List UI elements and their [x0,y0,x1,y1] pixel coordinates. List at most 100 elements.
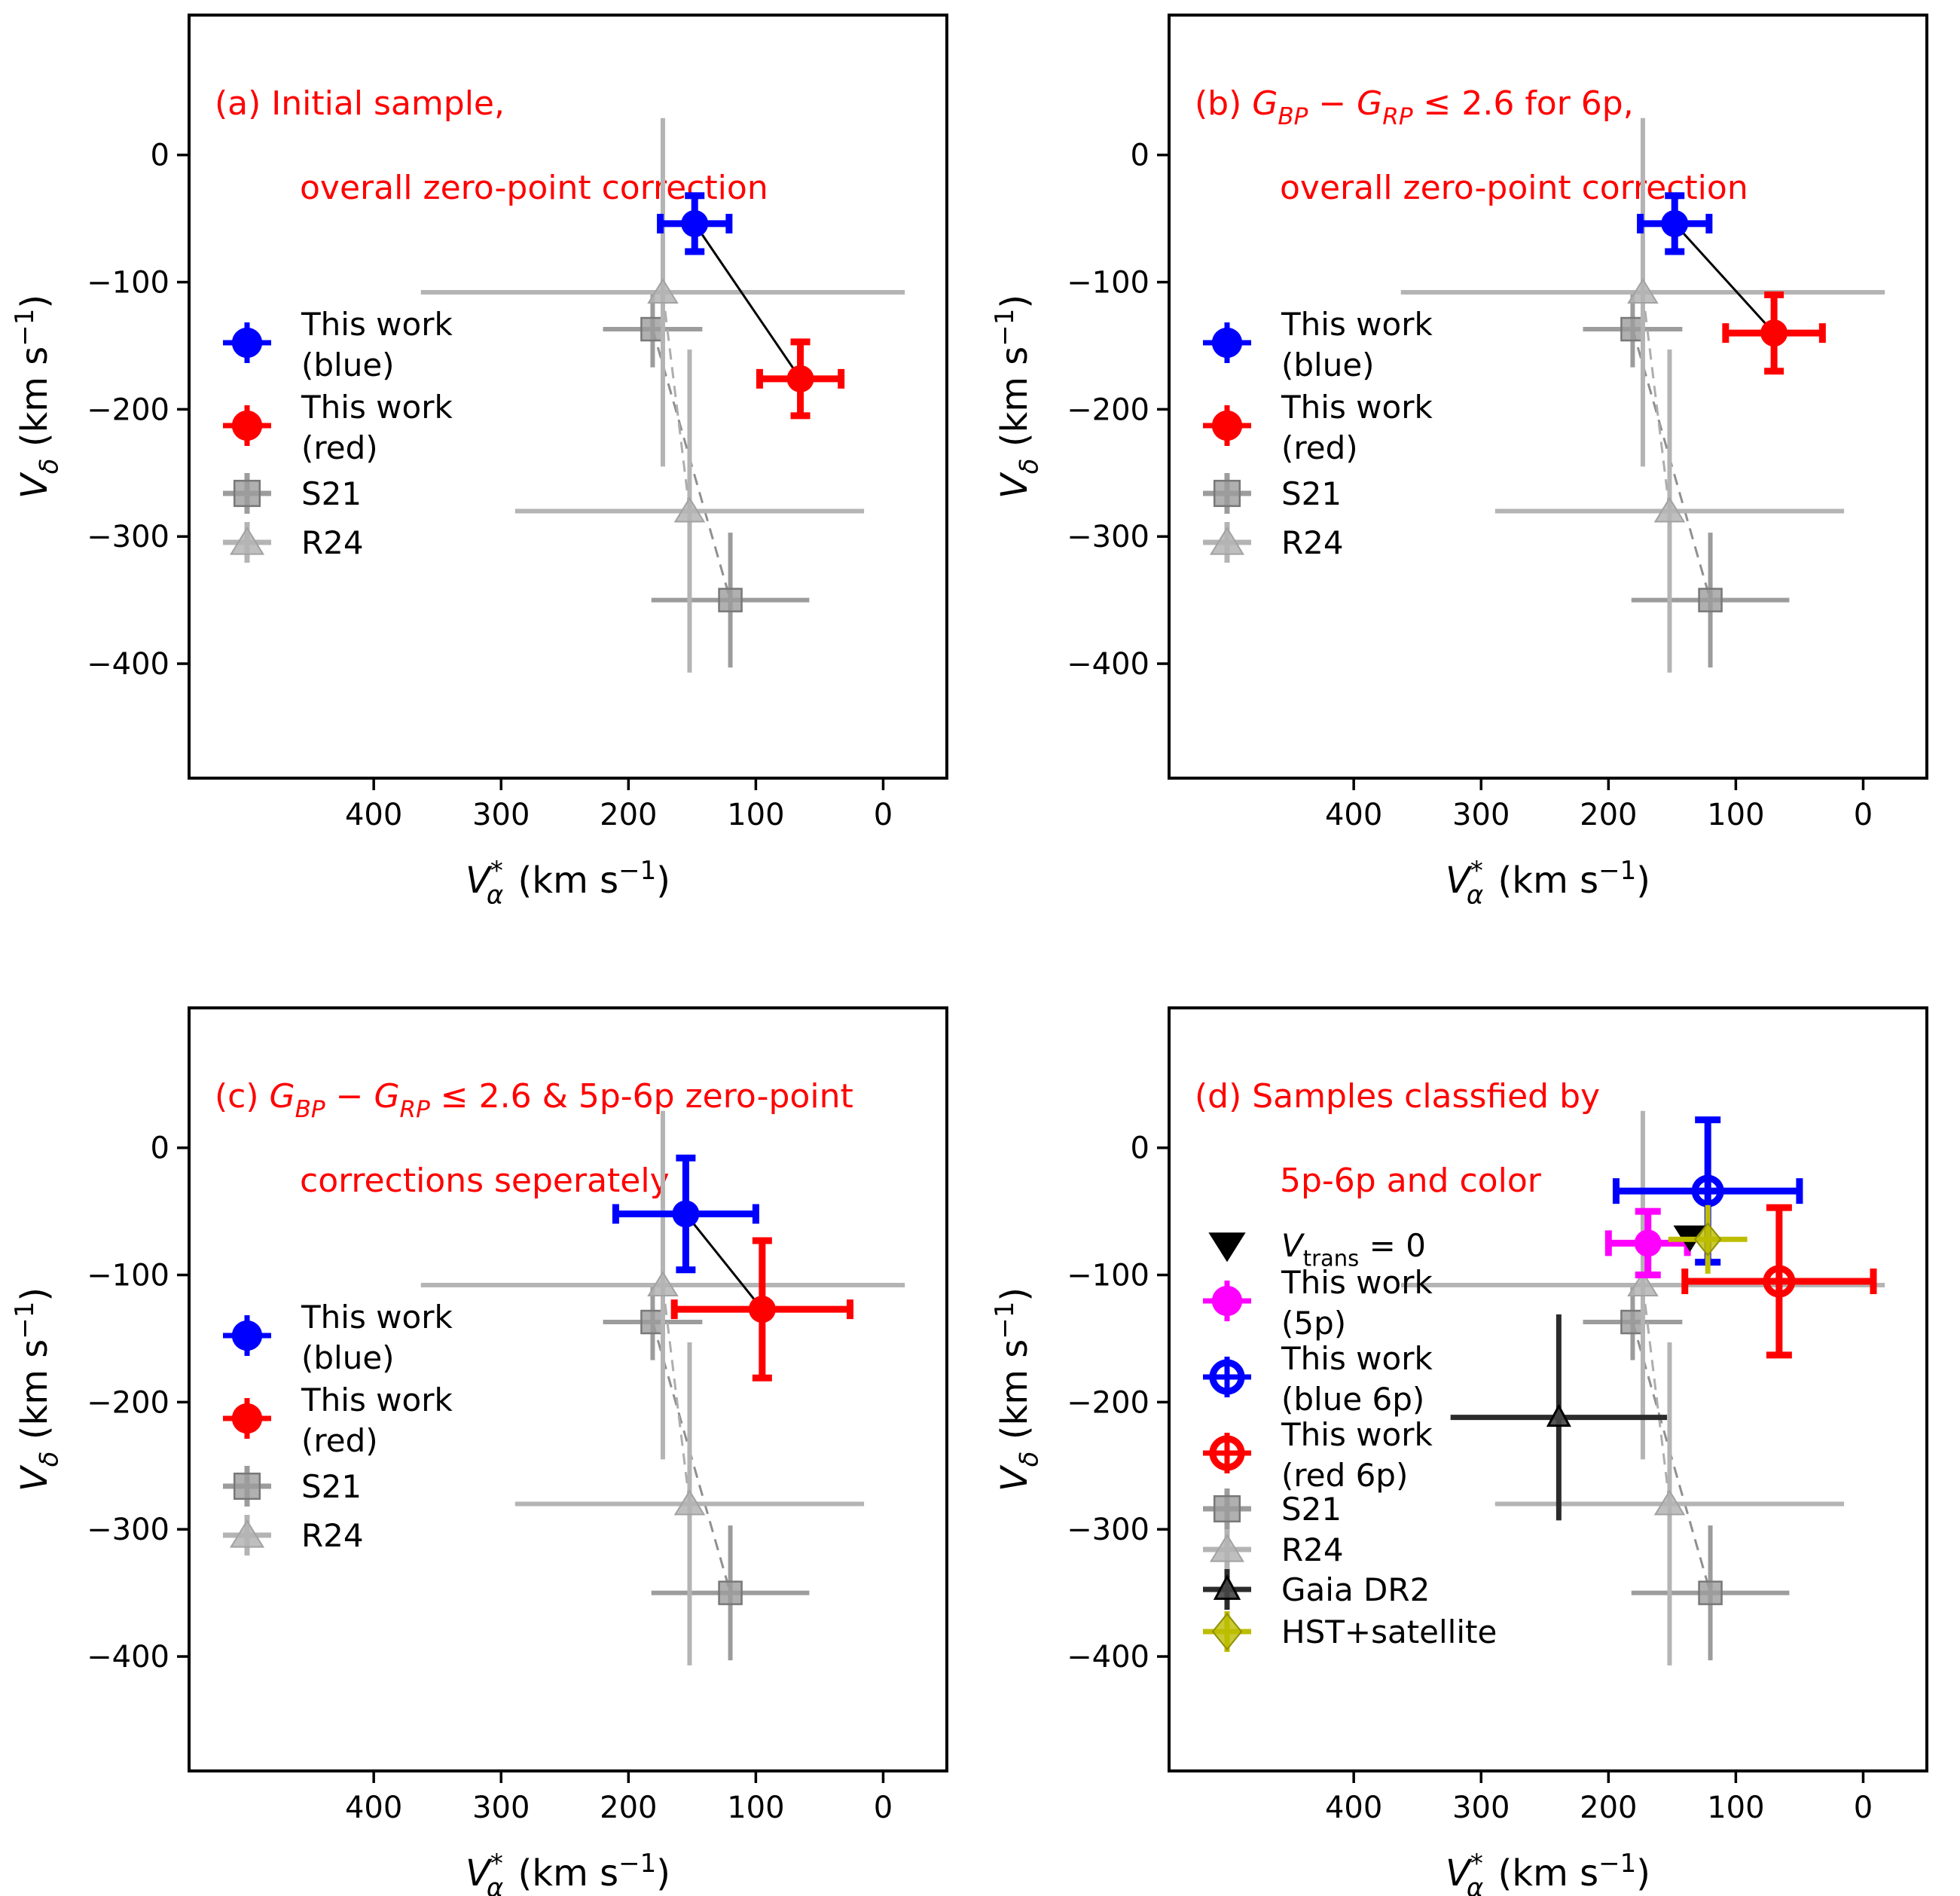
legend-label: (blue) [1281,347,1375,383]
R24-dashed-connector [1641,292,1671,511]
reference-series [1400,1110,1885,1665]
legend-marker [231,327,263,359]
x-tick-label: 100 [727,798,784,832]
legend-item-r24: R24 [223,1515,364,1556]
x-tick-label: 400 [345,1791,402,1825]
legend-item-this-work: This work (red 6p) [1203,1416,1433,1494]
x-tick-label: 400 [1325,798,1382,832]
legend-label: R24 [301,1517,364,1554]
legend-a: This work(blue)This work (red) S21 R24 [223,306,453,563]
y-tick-label: −400 [87,647,169,682]
R24-marker [1653,496,1686,523]
R24-dashed-connector [661,292,691,511]
legend-label: S21 [301,1468,362,1505]
x-tick-label: 100 [727,1791,784,1825]
panel-title-line1: (b) GBP − GRP ≤ 2.6 for 6p, [1195,84,1634,130]
legend-marker [1213,479,1241,508]
y-tick-label: −100 [87,266,169,301]
y-axis-label: Vδ (km s−1) [10,295,65,499]
point-this-work-blue- [1661,209,1689,237]
legend-label: S21 [1281,475,1342,512]
legend-marker [1209,1534,1245,1562]
plot-box [188,1006,948,1772]
legend-marker [233,1472,261,1501]
panel-title-line1: (d) Samples classfied by [1195,1077,1600,1116]
panel-title-a: (a) Initial sample, overall zero-point co… [215,84,768,207]
x-tick-label: 0 [1854,1791,1873,1825]
y-tick-label: 0 [1131,1131,1149,1166]
legend-label: This work [1281,389,1433,426]
y-tick-label: −100 [1067,1259,1149,1293]
S21-marker [1698,588,1723,612]
S21-marker [718,588,743,612]
panel-b: 400 300 200 100 0 0 −100 −200 −300 −400 V* α (km s−… [990,14,1928,910]
y-tick-label: −200 [1067,392,1149,427]
point-this-work-blue- [672,1200,700,1228]
S21-marker [640,316,665,342]
legend-marker [1211,327,1243,359]
legend-label: Vtrans = 0 [1281,1227,1426,1272]
x-tick-label: 300 [472,798,530,832]
legend-item-this-work: This work(red) [1203,389,1433,466]
legend-marker [1213,1574,1241,1600]
legend-item-this-work: This work (5p) [1203,1264,1433,1342]
legend-label: (red) [1281,429,1358,466]
axes-c: 400 300 200 100 0 0 −100 −200 −300 −400 V* α (km s−… [10,1006,948,1896]
legend-marker [1209,1435,1245,1471]
y-tick-label: 0 [1131,139,1149,173]
y-tick-label: −300 [1067,520,1149,554]
point-this-work-blue- [681,209,709,237]
legend-label: This work [301,306,453,343]
y-tick-label: −300 [87,520,169,554]
legend-label: This work [1281,1340,1433,1377]
R24-marker [1627,278,1659,304]
legend-item-this-work: This work (blue 6p) [1203,1340,1433,1418]
legend-label: (5p) [1281,1305,1346,1342]
legend-item-r24: R24 [1203,1529,1344,1570]
point-this-work-red- [748,1296,776,1324]
point-this-work-red- [1760,319,1788,347]
x-tick-label: 200 [600,1791,657,1825]
legend-marker [1211,410,1243,441]
legend-label: R24 [301,524,364,561]
S21-marker [1698,1580,1723,1605]
errorbars-This work (red 6p) [1681,1204,1877,1359]
legend-item-this-work: This work(blue) [223,306,453,383]
legend-item-gaia-dr2: Gaia DR2 [1203,1569,1430,1610]
y-tick-label: 0 [151,139,169,173]
x-tick-label: 400 [1325,1791,1382,1825]
panel-d: 400 300 200 100 0 0 −100 −200 −300 −400 V* α (km s−… [990,1006,1928,1896]
y-tick-label: −100 [1067,266,1149,301]
legend-label: (red) [301,429,378,466]
plot-box [1168,14,1928,780]
x-tick-label: 0 [1854,798,1873,832]
x-tick-label: 300 [1452,1791,1510,1825]
y-tick-label: −100 [87,1259,169,1293]
R24-marker [647,1271,679,1297]
legend-label: S21 [301,475,362,512]
panel-title-c: (c) GBP − GRP ≤ 2.6 & 5p-6p zero-point co… [215,1077,853,1200]
legend-marker [231,1403,263,1434]
x-tick-label: 0 [874,798,893,832]
data-points [657,192,845,420]
legend-item-vtrans-0: Vtrans = 0 [1208,1227,1426,1272]
y-axis-label: Vδ (km s−1) [990,1287,1045,1491]
legend-label: R24 [1281,1531,1344,1568]
legend-c: This work(blue)This work(red) S21 R24 [223,1299,453,1556]
x-axis-label: V* α (km s−1) [466,1849,670,1896]
legend-item-this-work: This work(blue) [223,1299,453,1376]
x-tick-label: 400 [345,798,402,832]
legend-label: HST+satellite [1281,1614,1497,1650]
legend-marker [1211,1285,1243,1317]
legend-item-s21: S21 [223,1466,362,1507]
panel-title-line1: (c) GBP − GRP ≤ 2.6 & 5p-6p zero-point [215,1077,853,1123]
legend-label: This work [301,1382,453,1418]
legend-item-this-work: This work(red) [223,1382,453,1459]
data-points [612,1154,854,1382]
x-tick-label: 200 [1580,798,1637,832]
R24-marker [1653,1489,1686,1516]
x-tick-label: 100 [1707,1791,1764,1825]
